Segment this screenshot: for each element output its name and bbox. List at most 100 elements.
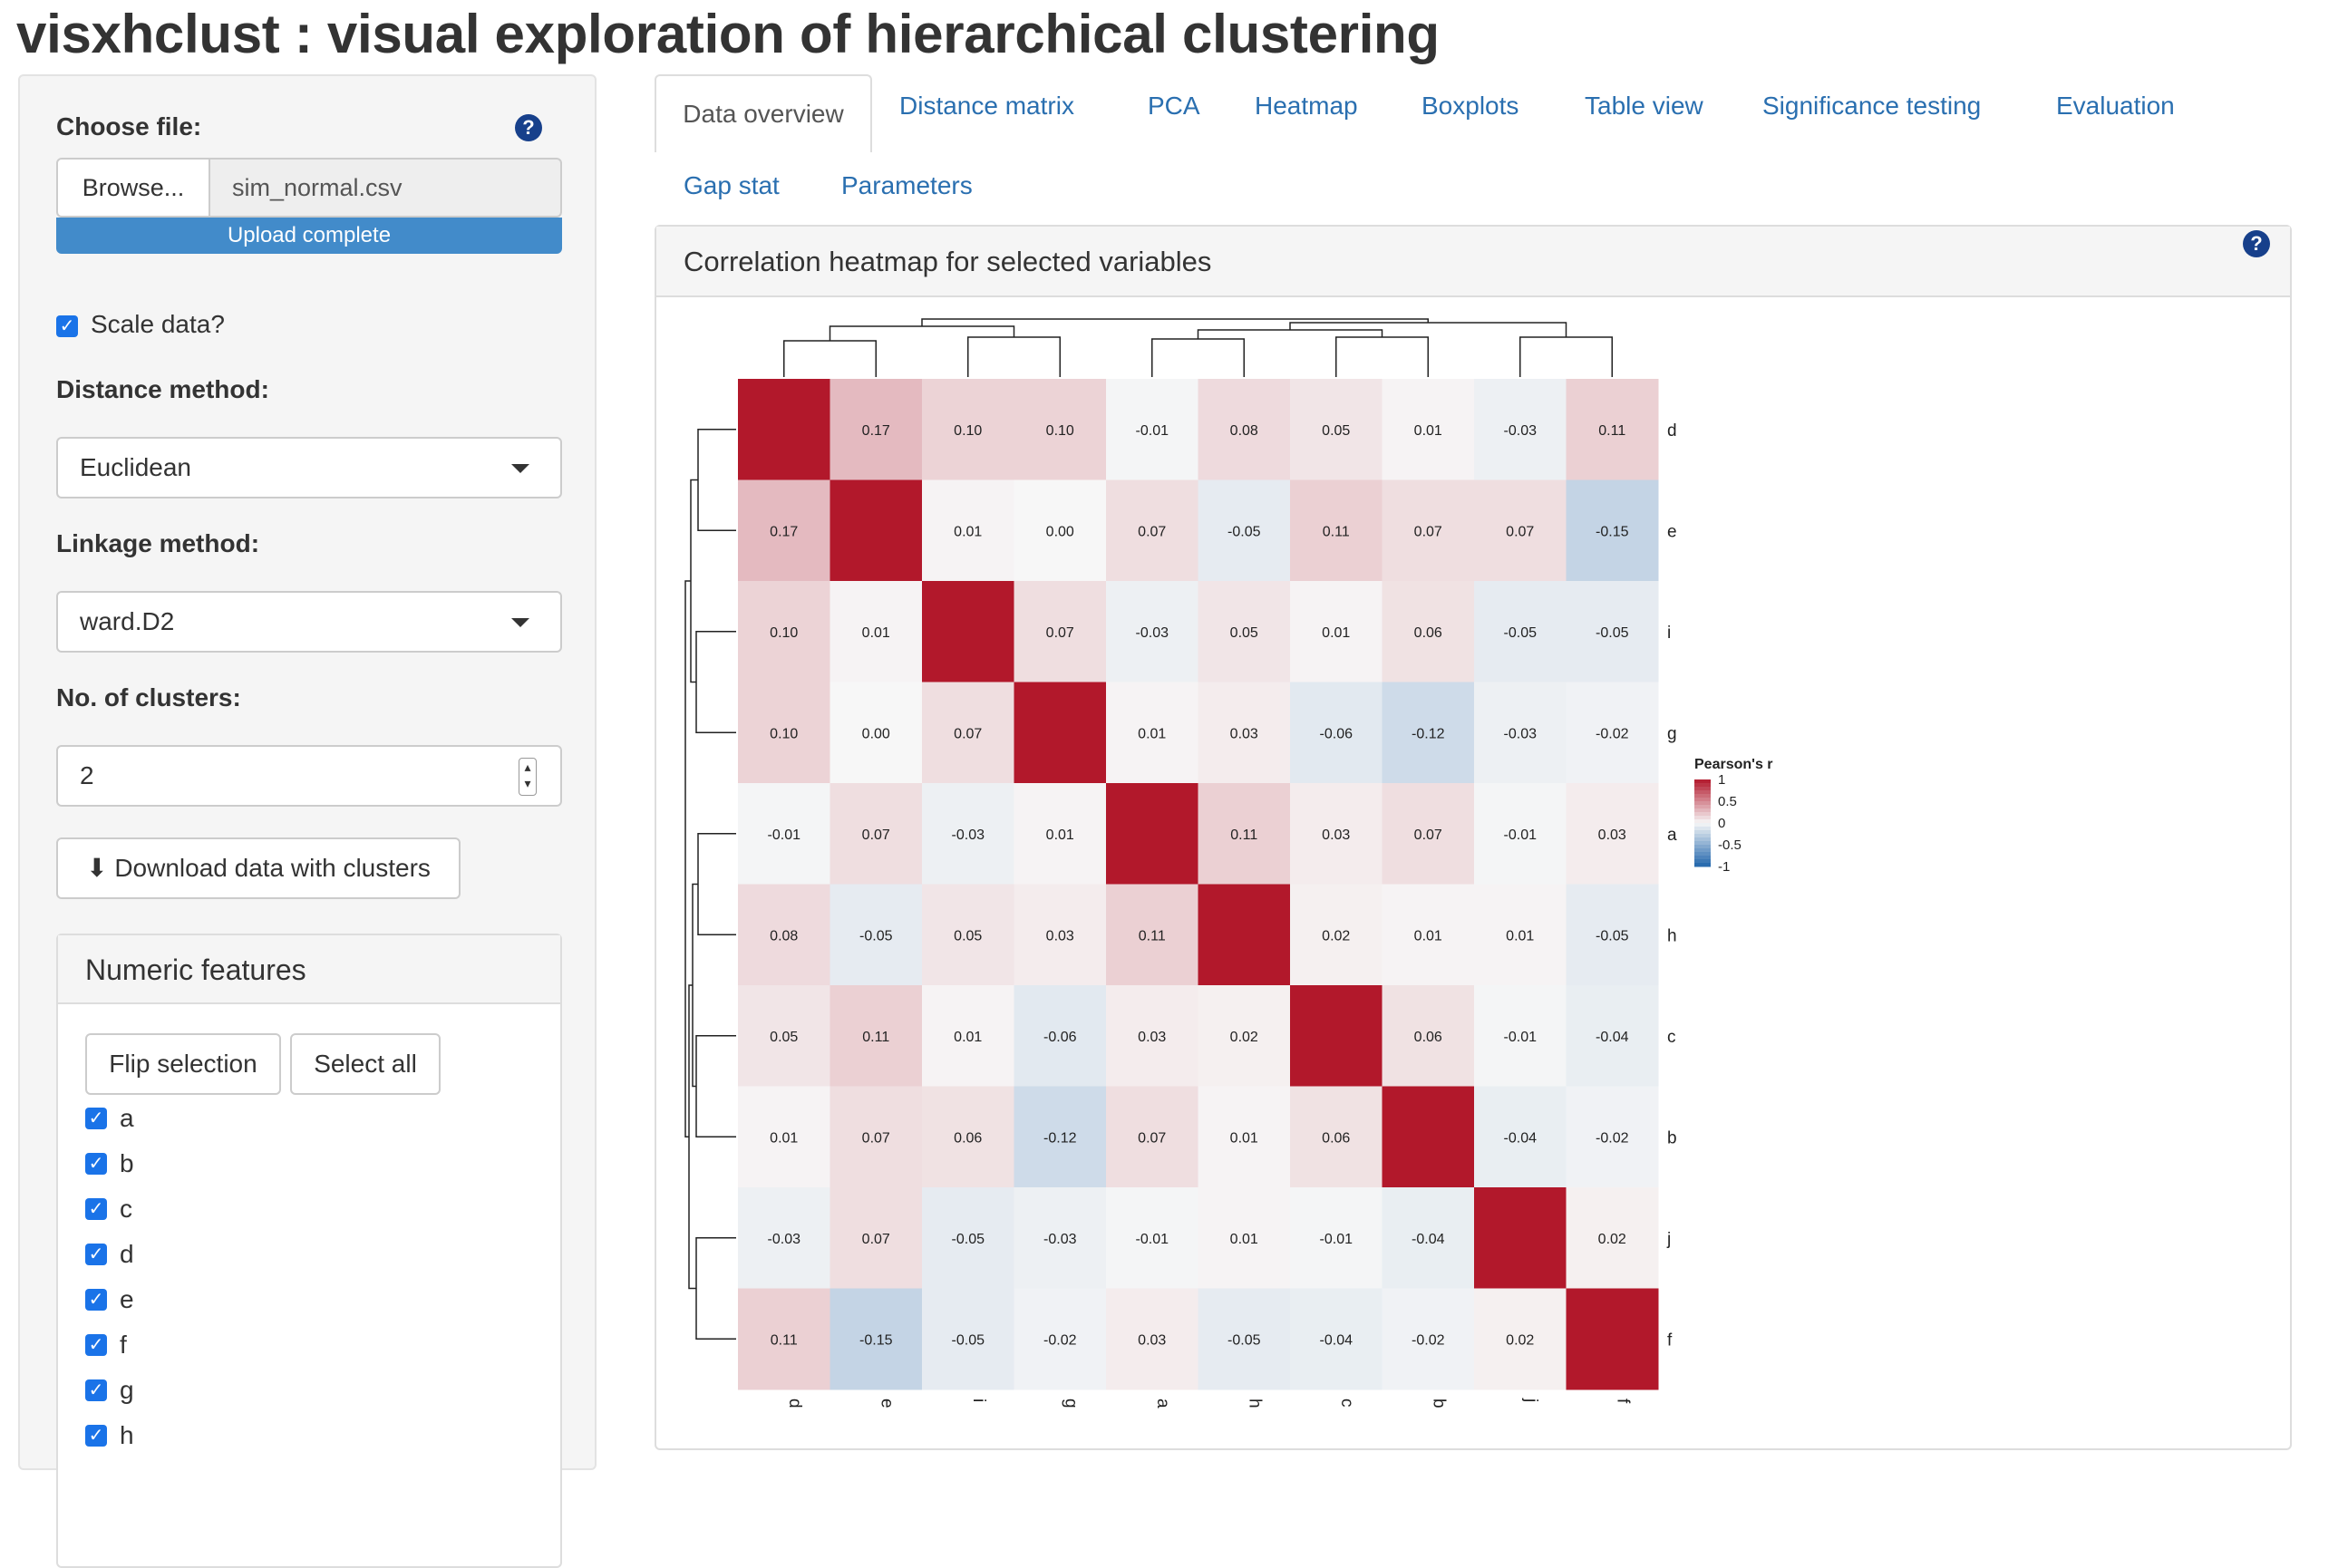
heatmap-cell [1198, 379, 1291, 480]
browse-button[interactable]: Browse... [56, 158, 210, 218]
heatmap-cell [1474, 783, 1567, 885]
feature-checkbox-a[interactable]: ✓ [85, 1108, 107, 1129]
heatmap-cell [1290, 581, 1383, 682]
heatmap-cell [1566, 682, 1659, 784]
heatmap-cell [1290, 884, 1383, 986]
feature-label-c: c [120, 1195, 132, 1223]
legend-color-step [1694, 852, 1711, 857]
tab-pca[interactable]: PCA [1148, 92, 1200, 120]
row-dendrogram-branch [695, 1035, 736, 1137]
heatmap-cell-label: -0.01 [1504, 1030, 1538, 1045]
heatmap-cell [1198, 783, 1291, 885]
heatmap-cell [738, 783, 830, 885]
heatmap-cell [922, 1187, 1014, 1289]
tab-parameters[interactable]: Parameters [841, 171, 973, 199]
heatmap-cell [830, 581, 923, 682]
legend-color-step [1694, 798, 1711, 802]
heatmap-cell [1474, 581, 1567, 682]
feature-label-b: b [120, 1149, 134, 1177]
heatmap-cell [1290, 682, 1383, 784]
tab-distance-matrix[interactable]: Distance matrix [899, 92, 1074, 120]
clusters-input[interactable]: 2 ▴ ▾ [56, 745, 562, 807]
tab-heatmap[interactable]: Heatmap [1255, 92, 1358, 120]
heatmap-cell [1382, 783, 1475, 885]
heatmap-cell [1566, 1288, 1659, 1390]
flip-selection-button[interactable]: Flip selection [85, 1033, 281, 1095]
heatmap-cell [1290, 985, 1383, 1087]
heatmap-cell [1382, 682, 1475, 784]
legend-color-step [1694, 827, 1711, 831]
heatmap-cell [1014, 581, 1107, 682]
feature-checkbox-c[interactable]: ✓ [85, 1198, 107, 1220]
heatmap-cell [1014, 682, 1107, 784]
choose-file-label: Choose file: [56, 112, 202, 140]
row-dendrogram-branch [684, 580, 691, 1137]
heatmap-cell [1566, 783, 1659, 885]
feature-checkbox-g[interactable]: ✓ [85, 1379, 107, 1401]
heatmap-cell-label: -0.03 [1504, 423, 1538, 439]
scale-data-checkbox[interactable]: ✓ [56, 315, 78, 337]
heatmap-cell-label: -0.12 [1412, 726, 1445, 741]
heatmap-cell-label: -0.12 [1043, 1130, 1077, 1146]
legend-color-step [1694, 863, 1711, 867]
tab-significance-testing[interactable]: Significance testing [1762, 92, 1982, 120]
feature-checkbox-b[interactable]: ✓ [85, 1153, 107, 1175]
heatmap-cell-label: 0.08 [770, 928, 798, 944]
heatmap-cell-label: 0.10 [770, 625, 798, 641]
linkage-method-select[interactable]: ward.D2 [56, 591, 562, 653]
download-icon: ⬇ [86, 854, 108, 882]
heatmap-cell-label: -0.05 [859, 928, 893, 944]
distance-method-select[interactable]: Euclidean [56, 437, 562, 498]
distance-method-label: Distance method: [56, 375, 269, 403]
legend-color-step [1694, 779, 1711, 784]
feature-checkbox-f[interactable]: ✓ [85, 1334, 107, 1356]
heatmap-cell-label: -0.06 [1320, 726, 1353, 741]
heatmap-cell-label: 0.03 [1230, 726, 1258, 741]
heatmap-cell-label: -0.05 [1227, 524, 1261, 539]
legend-color-step [1694, 859, 1711, 864]
feature-checkbox-h[interactable]: ✓ [85, 1425, 107, 1447]
heatmap-cell [922, 1288, 1014, 1390]
stepper-icon[interactable]: ▴ ▾ [519, 758, 537, 796]
heatmap-cell-label: 0.01 [1414, 928, 1442, 944]
help-icon[interactable]: ? [2243, 230, 2270, 257]
heatmap-cell [1198, 985, 1291, 1087]
heatmap-cell-label: 0.01 [1230, 1130, 1258, 1146]
heatmap-cell-label: 0.05 [1322, 423, 1350, 439]
heatmap-cell-label: 0.10 [1046, 423, 1074, 439]
heatmap-cell-label: 0.03 [1138, 1332, 1166, 1348]
heatmap-cell-label: -0.04 [1412, 1232, 1445, 1247]
tab-boxplots[interactable]: Boxplots [1421, 92, 1519, 120]
heatmap-cell-label: 0.11 [1323, 524, 1350, 539]
feature-checkbox-d[interactable]: ✓ [85, 1244, 107, 1265]
tab-gap-stat[interactable]: Gap stat [684, 171, 780, 199]
heatmap-cell [1474, 1288, 1567, 1390]
legend-tick-label: 0.5 [1718, 794, 1737, 809]
heatmap-cell [1290, 379, 1383, 480]
column-label: a [1153, 1399, 1172, 1408]
heatmap-cell [1198, 581, 1291, 682]
heatmap-cell-label: 0.05 [954, 928, 982, 944]
heatmap-cell-label: 0.10 [954, 423, 982, 439]
tab-data-overview[interactable]: Data overview [655, 74, 872, 152]
download-button[interactable]: ⬇ Download data with clusters [56, 837, 461, 899]
feature-checkbox-e[interactable]: ✓ [85, 1289, 107, 1311]
select-all-button[interactable]: Select all [290, 1033, 441, 1095]
help-icon[interactable]: ? [515, 114, 542, 141]
distance-method-value: Euclidean [80, 453, 191, 481]
heatmap-cell [1474, 985, 1567, 1087]
column-label: e [877, 1399, 896, 1408]
heatmap-cell-label: 0.00 [862, 726, 890, 741]
heatmap-cell [830, 783, 923, 885]
heatmap-cell [830, 1288, 923, 1390]
heatmap-cell [1382, 884, 1475, 986]
column-dendrogram-branch [1519, 336, 1613, 377]
legend-tick-label: -0.5 [1718, 837, 1742, 853]
heatmap-cell [738, 884, 830, 986]
heatmap-cell-label: -0.05 [952, 1332, 985, 1348]
tab-evaluation[interactable]: Evaluation [2056, 92, 2175, 120]
tab-table-view[interactable]: Table view [1585, 92, 1703, 120]
heatmap-cell [1474, 379, 1567, 480]
heatmap-cell [1474, 884, 1567, 986]
heatmap-cell [1198, 682, 1291, 784]
